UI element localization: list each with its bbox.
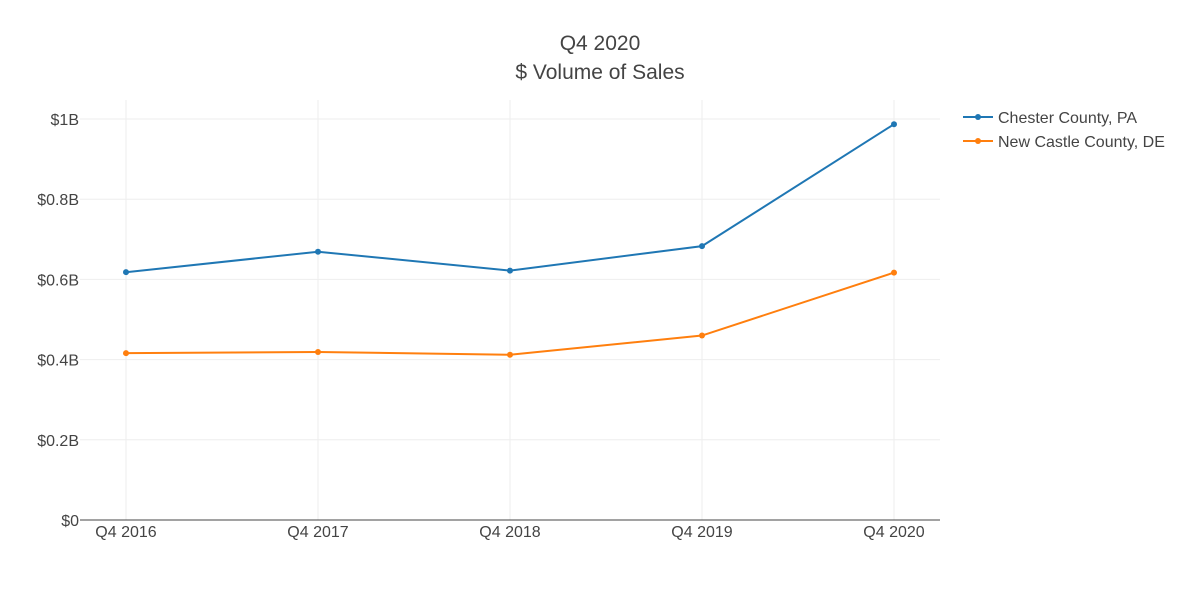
y-axis: $0 $0.2B $0.4B $0.6B $0.8B $1B <box>37 112 79 530</box>
data-point[interactable] <box>123 269 129 276</box>
data-point[interactable] <box>507 351 513 358</box>
x-tick-label: Q4 2020 <box>863 524 924 541</box>
y-tick-label: $0.2B <box>37 433 79 450</box>
legend-swatch-marker <box>975 138 981 144</box>
y-tick-label: $0.4B <box>37 353 79 370</box>
y-tick-label: $0.8B <box>37 192 79 209</box>
x-tick-label: Q4 2016 <box>95 524 156 541</box>
data-point[interactable] <box>699 243 705 250</box>
x-tick-label: Q4 2018 <box>479 524 540 541</box>
x-axis: Q4 2016 Q4 2017 Q4 2018 Q4 2019 Q4 2020 <box>95 524 924 541</box>
data-point[interactable] <box>315 248 321 255</box>
legend-label: New Castle County, DE <box>998 134 1165 151</box>
legend-label: Chester County, PA <box>998 110 1137 127</box>
gridlines <box>80 100 940 520</box>
series-1 <box>123 269 897 358</box>
x-tick-label: Q4 2019 <box>671 524 732 541</box>
y-tick-label: $0 <box>61 513 79 530</box>
x-tick-label: Q4 2017 <box>287 524 348 541</box>
data-point[interactable] <box>507 267 513 274</box>
y-tick-label: $0.6B <box>37 272 79 289</box>
data-point[interactable] <box>315 348 321 355</box>
data-point[interactable] <box>891 121 897 128</box>
chart-subtitle: $ Volume of Sales <box>515 61 684 84</box>
y-tick-label: $1B <box>51 112 79 129</box>
chart-title: Q4 2020 <box>560 32 641 55</box>
series-0 <box>123 121 897 276</box>
legend-item[interactable]: Chester County, PA <box>963 110 1137 127</box>
data-point[interactable] <box>699 332 705 339</box>
data-point[interactable] <box>123 350 129 357</box>
series-group <box>123 121 897 358</box>
data-point[interactable] <box>891 269 897 276</box>
legend-swatch-marker <box>975 114 981 120</box>
legend-item[interactable]: New Castle County, DE <box>963 134 1165 151</box>
legend[interactable]: Chester County, PA New Castle County, DE <box>963 110 1165 151</box>
